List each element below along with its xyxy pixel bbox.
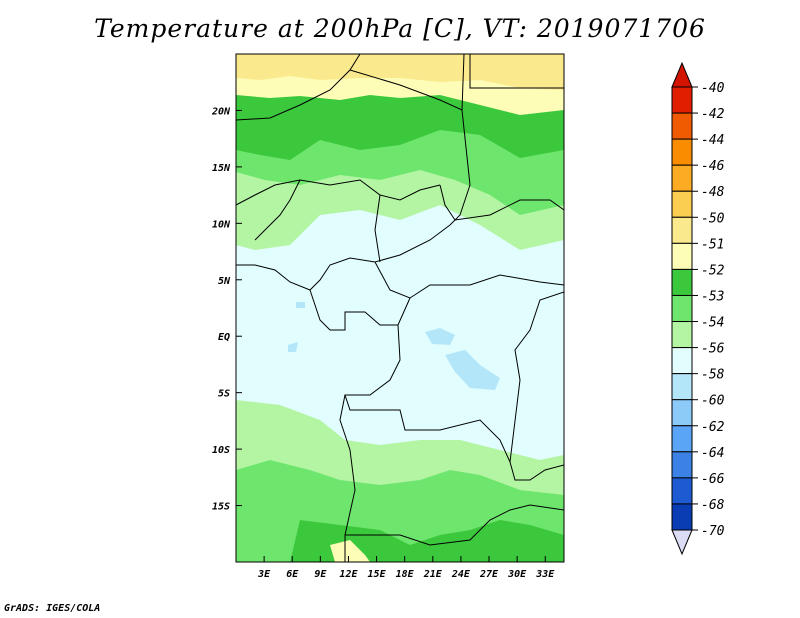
colorbar-segment [671,216,693,244]
colorbar-segment [671,268,693,296]
lat-tick-label: 10N [212,219,231,230]
lon-tick-label: 21E [423,569,443,580]
colorbar-tick-label: -62 [701,420,725,435]
temperature-field [236,54,564,562]
map-frame [235,53,565,563]
colorbar-segment [671,347,693,375]
colorbar-tick-label: -42 [701,107,725,122]
colorbar-segment [671,503,693,531]
lon-tick-label: 9E [314,569,327,580]
colorbar-tick-label: -54 [701,316,724,331]
colorbar-tick-label: -51 [701,237,724,252]
colorbar-tick-label: -44 [701,133,724,148]
lon-tick-label: 3E [257,569,271,580]
map-title: Temperature at 200hPa [C], VT: 201907170… [94,14,706,43]
lon-tick-label: 6E [286,569,299,580]
lat-tick-label: 5S [218,389,230,400]
colorbar-tick-label: -48 [701,185,725,200]
colorbar-top-triangle [671,61,693,88]
lat-tick-label: 15N [212,163,231,174]
colorbar-tick-label: -66 [701,472,725,487]
grads-credit: GrADS: IGES/COLA [4,603,101,614]
colorbar-segment [671,373,693,401]
lat-tick-label: 10S [212,445,230,456]
lon-tick-label: 18E [396,569,415,580]
colorbar-tick-label: -50 [701,211,725,226]
colorbar-tick-label: -56 [701,342,725,357]
colorbar-tick-label: -60 [701,394,725,409]
lat-tick-label: 5N [218,276,231,287]
colorbar-segment [671,138,693,166]
lat-tick-label: 15S [212,502,230,513]
colorbar-tick-label: -46 [701,159,725,174]
lon-tick-label: 30E [507,569,527,580]
colorbar-segment [671,164,693,192]
colorbar-segment [671,112,693,140]
colorbar-segment [671,477,693,505]
colorbar-tick-label: -64 [701,446,724,461]
country-borders [236,54,564,562]
longitude-ticks: 3E 6E 9E 12E 15E 18E 21E 24E 27E 30E 33E [257,556,555,580]
colorbar-segment [671,86,693,114]
latitude-ticks: 20N 15N 10N 5N EQ 5S 10S 15S [211,106,242,513]
lon-tick-label: 24E [451,569,471,580]
colorbar-segment [671,451,693,479]
lon-tick-label: 12E [339,569,358,580]
colorbar-segment [671,321,693,349]
colorbar-tick-label: -52 [701,263,725,278]
colorbar-tick-label: -70 [701,524,725,539]
colorbar-tick-label: -58 [701,368,725,383]
colorbar-segment [671,399,693,427]
colorbar: -40 -42 -44 -46 -48 -50 -51 -52 -53 -54 -56 -58 -60 -… [671,61,725,556]
lon-tick-label: 33E [535,569,555,580]
colorbar-segment [671,190,693,218]
colorbar-bottom-triangle [671,529,693,556]
colorbar-segment [671,425,693,453]
lon-tick-label: 15E [368,569,387,580]
colorbar-tick-label: -40 [701,81,725,96]
colorbar-tick-label: -53 [701,289,724,304]
colorbar-segment [671,294,693,323]
colorbar-tick-label: -68 [701,498,725,513]
lat-tick-label: EQ [218,332,230,343]
lon-tick-label: 27E [479,569,499,580]
lat-tick-label: 20N [211,106,231,117]
colorbar-segment [671,242,693,270]
